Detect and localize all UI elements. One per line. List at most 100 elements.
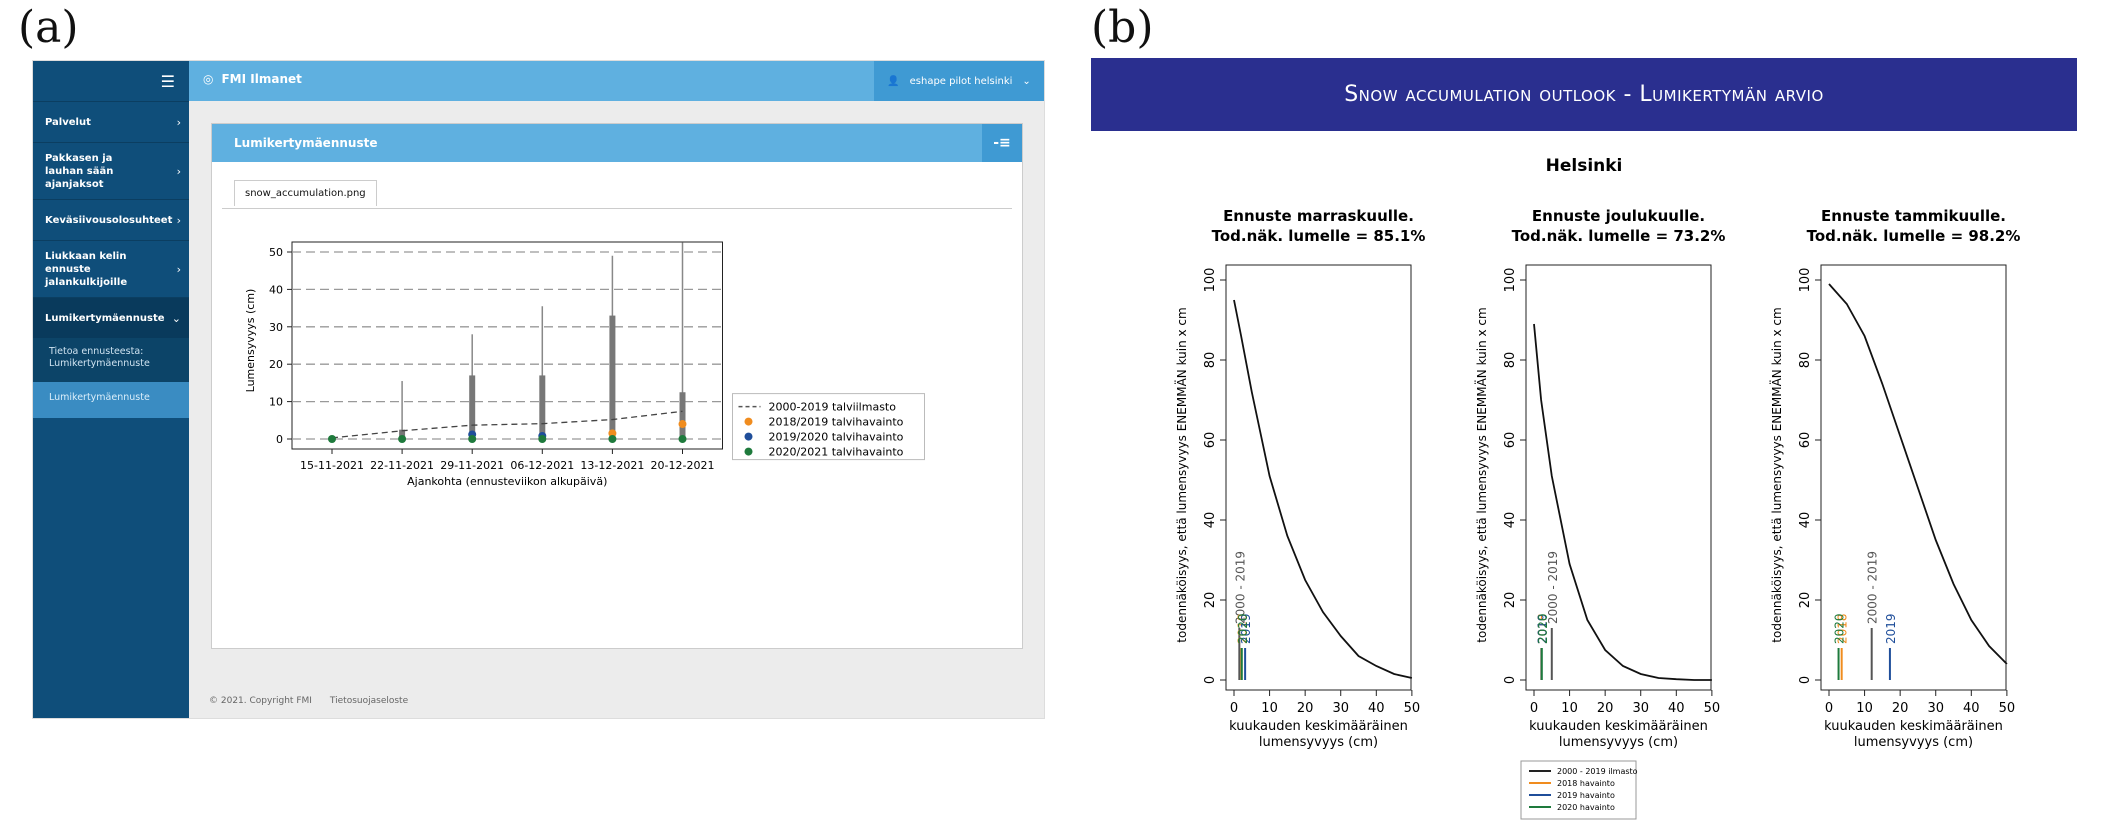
tab-label: snow_accumulation.png	[245, 188, 366, 199]
observation-label: 2018	[1535, 613, 1549, 644]
observation-label: 2000 - 2019	[1866, 551, 1880, 624]
climate-line	[331, 410, 683, 439]
box	[399, 429, 406, 439]
y-tick-label: 100	[1203, 268, 1218, 293]
sidebar-subitem-label: Lumikertymäennuste	[49, 392, 150, 403]
x-tick-label: 13-12-2021	[580, 459, 644, 472]
footer: © 2021. Copyright FMI Tietosuojaseloste	[209, 696, 426, 706]
x-axis-label: kuukauden keskimääräinen	[1529, 719, 1708, 734]
y-tick-label: 40	[269, 283, 283, 296]
x-tick-label: 29-11-2021	[440, 459, 504, 472]
y-tick-label: 20	[269, 358, 283, 371]
probability-curve	[1533, 323, 1712, 681]
probability-charts: Helsinki Ennuste marraskuulle. Tod.näk. lu…	[1174, 156, 2021, 820]
sidebar-item-label: Keväsiivousolosuhteet	[45, 214, 173, 226]
sidebar: ☰ Palvelut › Pakkasen ja lauhan sään ajan…	[33, 61, 189, 718]
sidebar-subitem-lumikertyma[interactable]: Lumikertymäennuste	[33, 382, 189, 418]
y-tick-label: 50	[269, 246, 283, 259]
observation-label: 2020	[1236, 613, 1250, 644]
legend-swatch	[744, 432, 753, 441]
y-tick-label: 80	[1203, 352, 1218, 369]
sidebar-item-label: Pakkasen ja lauhan sään ajanjaksot	[45, 152, 114, 190]
chevron-right-icon: ›	[176, 262, 181, 276]
city-title: Helsinki	[1546, 156, 1623, 176]
sidebar-item-pakkasen[interactable]: Pakkasen ja lauhan sään ajanjaksot ›	[33, 142, 189, 199]
sidebar-item-kevatsiivous[interactable]: Keväsiivousolosuhteet ›	[33, 199, 189, 240]
data-point-obs_2020_2021	[538, 435, 547, 443]
sidebar-item-palvelut[interactable]: Palvelut ›	[33, 101, 189, 142]
y-tick-label: 40	[1798, 512, 1813, 529]
legend-label: 2000 - 2019 ilmasto	[1557, 767, 1638, 776]
x-axis-label: Ajankohta (ennusteviikon alkupäivä)	[407, 475, 607, 488]
data-point-obs_2020_2021	[608, 435, 617, 443]
y-tick-label: 0	[1798, 676, 1813, 684]
legend-frame	[732, 393, 925, 461]
x-tick-label: 10	[1856, 701, 1873, 716]
brand[interactable]: ◎ FMI Ilmanet	[203, 72, 302, 86]
tab-divider	[222, 208, 1012, 209]
observation-label: 2020	[1833, 613, 1847, 644]
box	[469, 375, 476, 439]
x-tick-label: 15-11-2021	[300, 459, 364, 472]
forecast-box: Lumikertymäennuste -≡ snow_accumulation.p…	[211, 123, 1023, 649]
x-axis-label: kuukauden keskimääräinen	[1229, 719, 1408, 734]
probability-curve	[1233, 299, 1413, 679]
sidebar-item-label: Lumikertymäennuste	[45, 312, 165, 324]
panel-title-line1: Ennuste tammikuulle.	[1821, 207, 2006, 225]
sidebar-item-label: Palvelut	[45, 116, 91, 128]
tab-snow-accumulation[interactable]: snow_accumulation.png	[234, 180, 377, 206]
y-tick-label: 100	[1503, 268, 1518, 293]
y-tick-label: 20	[1503, 592, 1518, 609]
observation-label: 2019	[1884, 613, 1898, 644]
x-tick-label: 22-11-2021	[370, 459, 434, 472]
chevron-right-icon: ›	[176, 213, 181, 227]
y-axis-label: Lumensyvyys (cm)	[244, 289, 257, 393]
data-point-obs_2018_2019	[678, 420, 687, 429]
y-tick-label: 20	[1798, 592, 1813, 609]
observation-label: 2019	[1239, 613, 1253, 644]
panel-title-line2: Tod.näk. lumelle = 98.2%	[1807, 227, 2021, 245]
user-menu[interactable]: 👤 eshape pilot helsinki ⌄	[874, 61, 1044, 101]
y-tick-label: 0	[1503, 676, 1518, 684]
privacy-link[interactable]: Tietosuojaseloste	[329, 696, 409, 706]
sidebar-item-label: Liukkaan kelin ennuste jalankulkijoille	[45, 250, 128, 288]
main-content: Lumikertymäennuste -≡ snow_accumulation.p…	[189, 101, 1044, 718]
panel-title-line1: Ennuste marraskuulle.	[1223, 207, 1414, 225]
list-menu-icon: -≡	[993, 135, 1011, 151]
chevron-down-icon: ⌄	[1022, 75, 1031, 87]
probability-curve	[1828, 283, 2008, 665]
hamburger-icon[interactable]: ☰	[160, 71, 175, 91]
panel-label-b: (b)	[1091, 2, 1154, 53]
legend-label: 2018/2019 talvihavainto	[769, 416, 904, 429]
sidebar-subitem-tietoa[interactable]: Tietoa ennusteesta: Lumikertymäennuste	[33, 338, 189, 382]
y-axis-label: todennäköisyys, että lumensyvyys ENEMMÄN…	[1769, 307, 1784, 642]
box	[609, 315, 616, 439]
x-axis-label-unit: lumensyvyys (cm)	[1259, 735, 1378, 750]
y-axis-label: todennäköisyys, että lumensyvyys ENEMMÄN…	[1174, 307, 1189, 642]
observation-label: 2018	[1836, 613, 1850, 644]
legend-label: 2018 havainto	[1557, 779, 1615, 788]
plot-frame	[1225, 264, 1412, 691]
sidebar-item-lumikertyma[interactable]: Lumikertymäennuste ⌄	[33, 297, 189, 338]
box-title: Lumikertymäennuste	[234, 136, 378, 150]
y-tick-label: 0	[1203, 676, 1218, 684]
data-point-obs_2020_2021	[678, 435, 687, 443]
x-tick-label: 10	[1561, 701, 1578, 716]
box-menu-button[interactable]: -≡	[982, 124, 1022, 162]
legend-label: 2019 havainto	[1557, 791, 1615, 800]
brand-label: FMI Ilmanet	[221, 72, 302, 86]
x-tick-label: 40	[1963, 701, 1980, 716]
chevron-right-icon: ›	[176, 164, 181, 178]
fmi-app-window: ☰ Palvelut › Pakkasen ja lauhan sään ajan…	[32, 60, 1045, 719]
x-tick-label: 40	[1668, 701, 1685, 716]
sidebar-item-liukkaan[interactable]: Liukkaan kelin ennuste jalankulkijoille ›	[33, 240, 189, 297]
x-tick-label: 0	[1230, 701, 1238, 716]
x-axis-label-unit: lumensyvyys (cm)	[1559, 735, 1678, 750]
user-name: eshape pilot helsinki	[909, 75, 1013, 87]
y-tick-label: 40	[1503, 512, 1518, 529]
box	[679, 392, 686, 439]
plot-frame	[291, 241, 723, 450]
chevron-down-icon: ⌄	[171, 311, 181, 325]
x-tick-label: 20-12-2021	[651, 459, 715, 472]
y-tick-label: 30	[269, 321, 283, 334]
